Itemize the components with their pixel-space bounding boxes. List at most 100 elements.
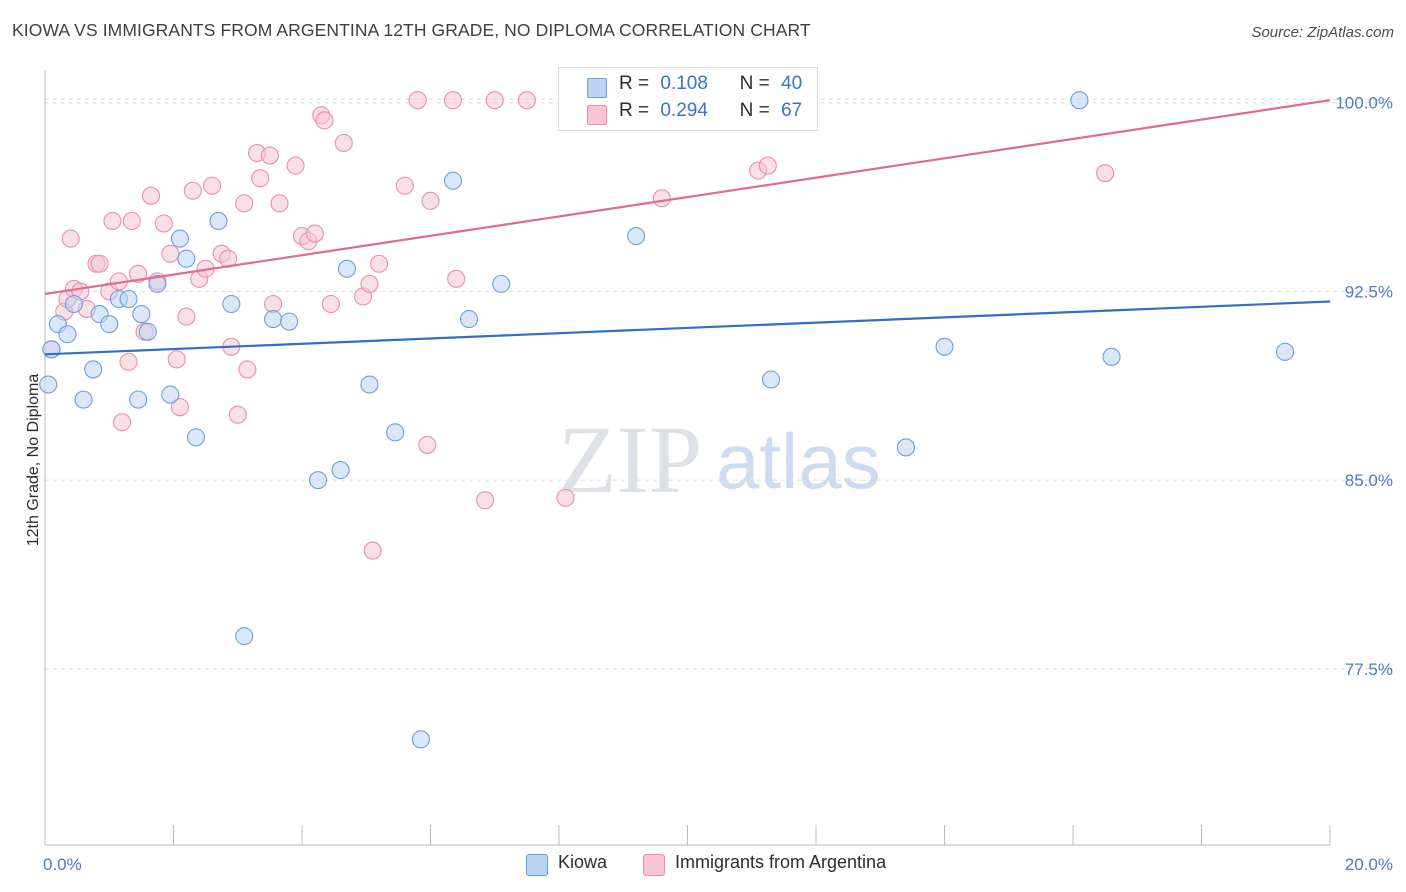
argentina-point: [305, 224, 324, 243]
kiowa-point: [1070, 91, 1089, 110]
kiowa-point: [186, 428, 206, 447]
argentina-point: [203, 176, 222, 195]
n-label: N =: [739, 73, 770, 94]
argentina-point: [447, 269, 466, 288]
legend-row-kiowa: R = 0.108 N = 40: [559, 73, 817, 101]
kiowa-point: [39, 375, 58, 394]
kiowa-point: [411, 730, 430, 749]
x-tick-label: 0.0%: [43, 855, 82, 874]
kiowa-point: [161, 385, 180, 404]
argentina-point: [167, 350, 186, 369]
argentina-legend-swatch: [643, 854, 665, 876]
kiowa-point: [222, 294, 241, 314]
kiowa-point: [1275, 342, 1295, 361]
kiowa-n-value: 40: [781, 73, 803, 94]
stats-legend: R = 0.108 N = 40 R = 0.294 N = 67: [558, 67, 818, 131]
argentina-point: [517, 91, 536, 110]
argentina-point: [228, 405, 247, 424]
argentina-point: [183, 181, 202, 200]
y-tick-label: 77.5%: [1345, 660, 1393, 679]
r-label: R =: [619, 100, 650, 121]
kiowa-point: [132, 305, 151, 324]
kiowa-point: [896, 438, 916, 457]
argentina-r-value: 0.294: [660, 100, 708, 121]
y-axis-label: 12th Grade, No Diploma: [25, 374, 42, 547]
x-tick-label: 20.0%: [1345, 855, 1393, 874]
kiowa-point: [235, 627, 254, 646]
kiowa-point: [761, 370, 781, 389]
argentina-point: [177, 307, 196, 326]
argentina-point: [315, 111, 334, 130]
argentina-point: [408, 91, 427, 110]
kiowa-point: [459, 310, 479, 329]
kiowa-point: [119, 289, 138, 309]
argentina-point: [161, 244, 180, 263]
argentina-trend-line: [44, 99, 1331, 296]
y-tick-label: 85.0%: [1345, 471, 1393, 490]
kiowa-point: [309, 471, 328, 490]
argentina-point: [652, 189, 671, 208]
argentina-point: [476, 491, 495, 510]
kiowa-point: [360, 375, 379, 394]
argentina-point: [556, 488, 575, 507]
argentina-point: [154, 214, 173, 233]
kiowa-point: [386, 423, 405, 442]
kiowa-point: [148, 274, 167, 293]
r-label: R =: [619, 73, 650, 94]
argentina-point: [264, 294, 283, 314]
argentina-point: [113, 413, 132, 432]
n-label: N =: [739, 100, 770, 121]
kiowa-point: [138, 322, 157, 341]
kiowa-point: [64, 294, 83, 314]
argentina-point: [270, 194, 289, 213]
kiowa-legend-swatch: [526, 854, 548, 876]
kiowa-point: [280, 312, 299, 331]
argentina-point: [103, 211, 122, 231]
watermark-zip: ZIP: [558, 406, 702, 513]
kiowa-r-value: 0.108: [660, 73, 708, 94]
legend-row-argentina: R = 0.294 N = 67: [559, 100, 817, 128]
argentina-point: [363, 541, 382, 560]
argentina-point: [235, 194, 254, 213]
kiowa-point: [337, 259, 357, 278]
kiowa-point: [1102, 347, 1121, 366]
argentina-point: [119, 352, 138, 371]
argentina-point: [360, 274, 379, 293]
axis-layer: 100.0% 92.5% 85.0% 77.5% 0.0% 20.0%: [43, 70, 1393, 874]
kiowa-point: [170, 229, 189, 248]
chart-title: KIOWA VS IMMIGRANTS FROM ARGENTINA 12TH …: [12, 20, 811, 40]
argentina-point: [260, 146, 279, 165]
argentina-point: [122, 211, 141, 231]
argentina-point: [395, 176, 414, 195]
argentina-point: [90, 254, 109, 273]
kiowa-point: [84, 360, 103, 379]
kiowa-point: [935, 337, 954, 356]
kiowa-point: [177, 249, 196, 268]
grid-layer: [45, 98, 1392, 670]
argentina-point: [129, 264, 148, 283]
argentina-point: [141, 186, 161, 205]
argentina-point: [418, 435, 437, 454]
argentina-point: [370, 254, 389, 273]
kiowa-point: [100, 315, 119, 334]
kiowa-point: [264, 310, 283, 329]
argentina-point: [443, 91, 463, 110]
argentina-point: [286, 156, 305, 175]
argentina-point: [1096, 164, 1115, 183]
kiowa-point: [443, 171, 463, 190]
argentina-point: [61, 229, 80, 248]
argentina-n-value: 67: [781, 100, 803, 121]
kiowa-point: [74, 390, 93, 409]
argentina-point: [421, 191, 440, 210]
y-tick-label: 100.0%: [1335, 94, 1393, 113]
argentina-point: [334, 133, 353, 153]
argentina-legend-label: Immigrants from Argentina: [675, 852, 887, 872]
trend-layer: [44, 99, 1331, 356]
argentina-point: [238, 360, 257, 379]
argentina-point: [321, 294, 340, 314]
kiowa-point: [129, 390, 148, 409]
kiowa-swatch: [587, 78, 607, 98]
points-layer: [39, 91, 1295, 749]
kiowa-trend-line: [44, 300, 1331, 356]
